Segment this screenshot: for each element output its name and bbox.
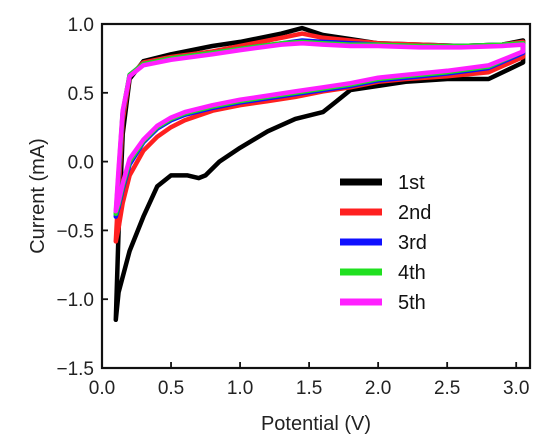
x-axis: 0.0 0.5 1.0 1.5 2.0 2.5 3.0 <box>89 362 529 399</box>
series-layer <box>113 25 526 323</box>
legend-label-2: 2nd <box>398 202 431 224</box>
plot-frame <box>100 22 532 370</box>
x-axis-title: Potential (V) <box>261 413 371 435</box>
series-line-2 <box>113 31 526 244</box>
y-axis-title: Current (mA) <box>27 138 49 254</box>
y-tick-label: 0.0 <box>68 153 94 174</box>
x-tick-label: 0.5 <box>158 378 184 399</box>
legend-label-4: 4th <box>398 262 426 284</box>
series-line-1 <box>113 25 526 323</box>
x-tick-label: 0.0 <box>89 378 115 399</box>
legend-label-3: 3rd <box>398 232 427 254</box>
legend-label-5: 5th <box>398 292 426 314</box>
y-tick-label: −1.5 <box>56 359 94 380</box>
x-tick-label: 3.0 <box>503 378 529 399</box>
y-tick-label: −0.5 <box>56 221 94 242</box>
y-tick-label: 1.0 <box>68 15 94 36</box>
y-tick-label: −1.0 <box>56 290 94 311</box>
y-tick-label: 0.5 <box>68 84 94 105</box>
x-tick-label: 2.0 <box>365 378 391 399</box>
y-axis: −1.5 −1.0 −0.5 0.0 0.5 1.0 <box>56 15 108 380</box>
legend: 1st 2nd 3rd 4th 5th <box>340 172 431 314</box>
x-tick-label: 2.5 <box>434 378 460 399</box>
legend-label-1: 1st <box>398 172 425 194</box>
x-tick-label: 1.0 <box>227 378 253 399</box>
series-line-5 <box>113 41 526 214</box>
x-tick-label: 1.5 <box>296 378 322 399</box>
